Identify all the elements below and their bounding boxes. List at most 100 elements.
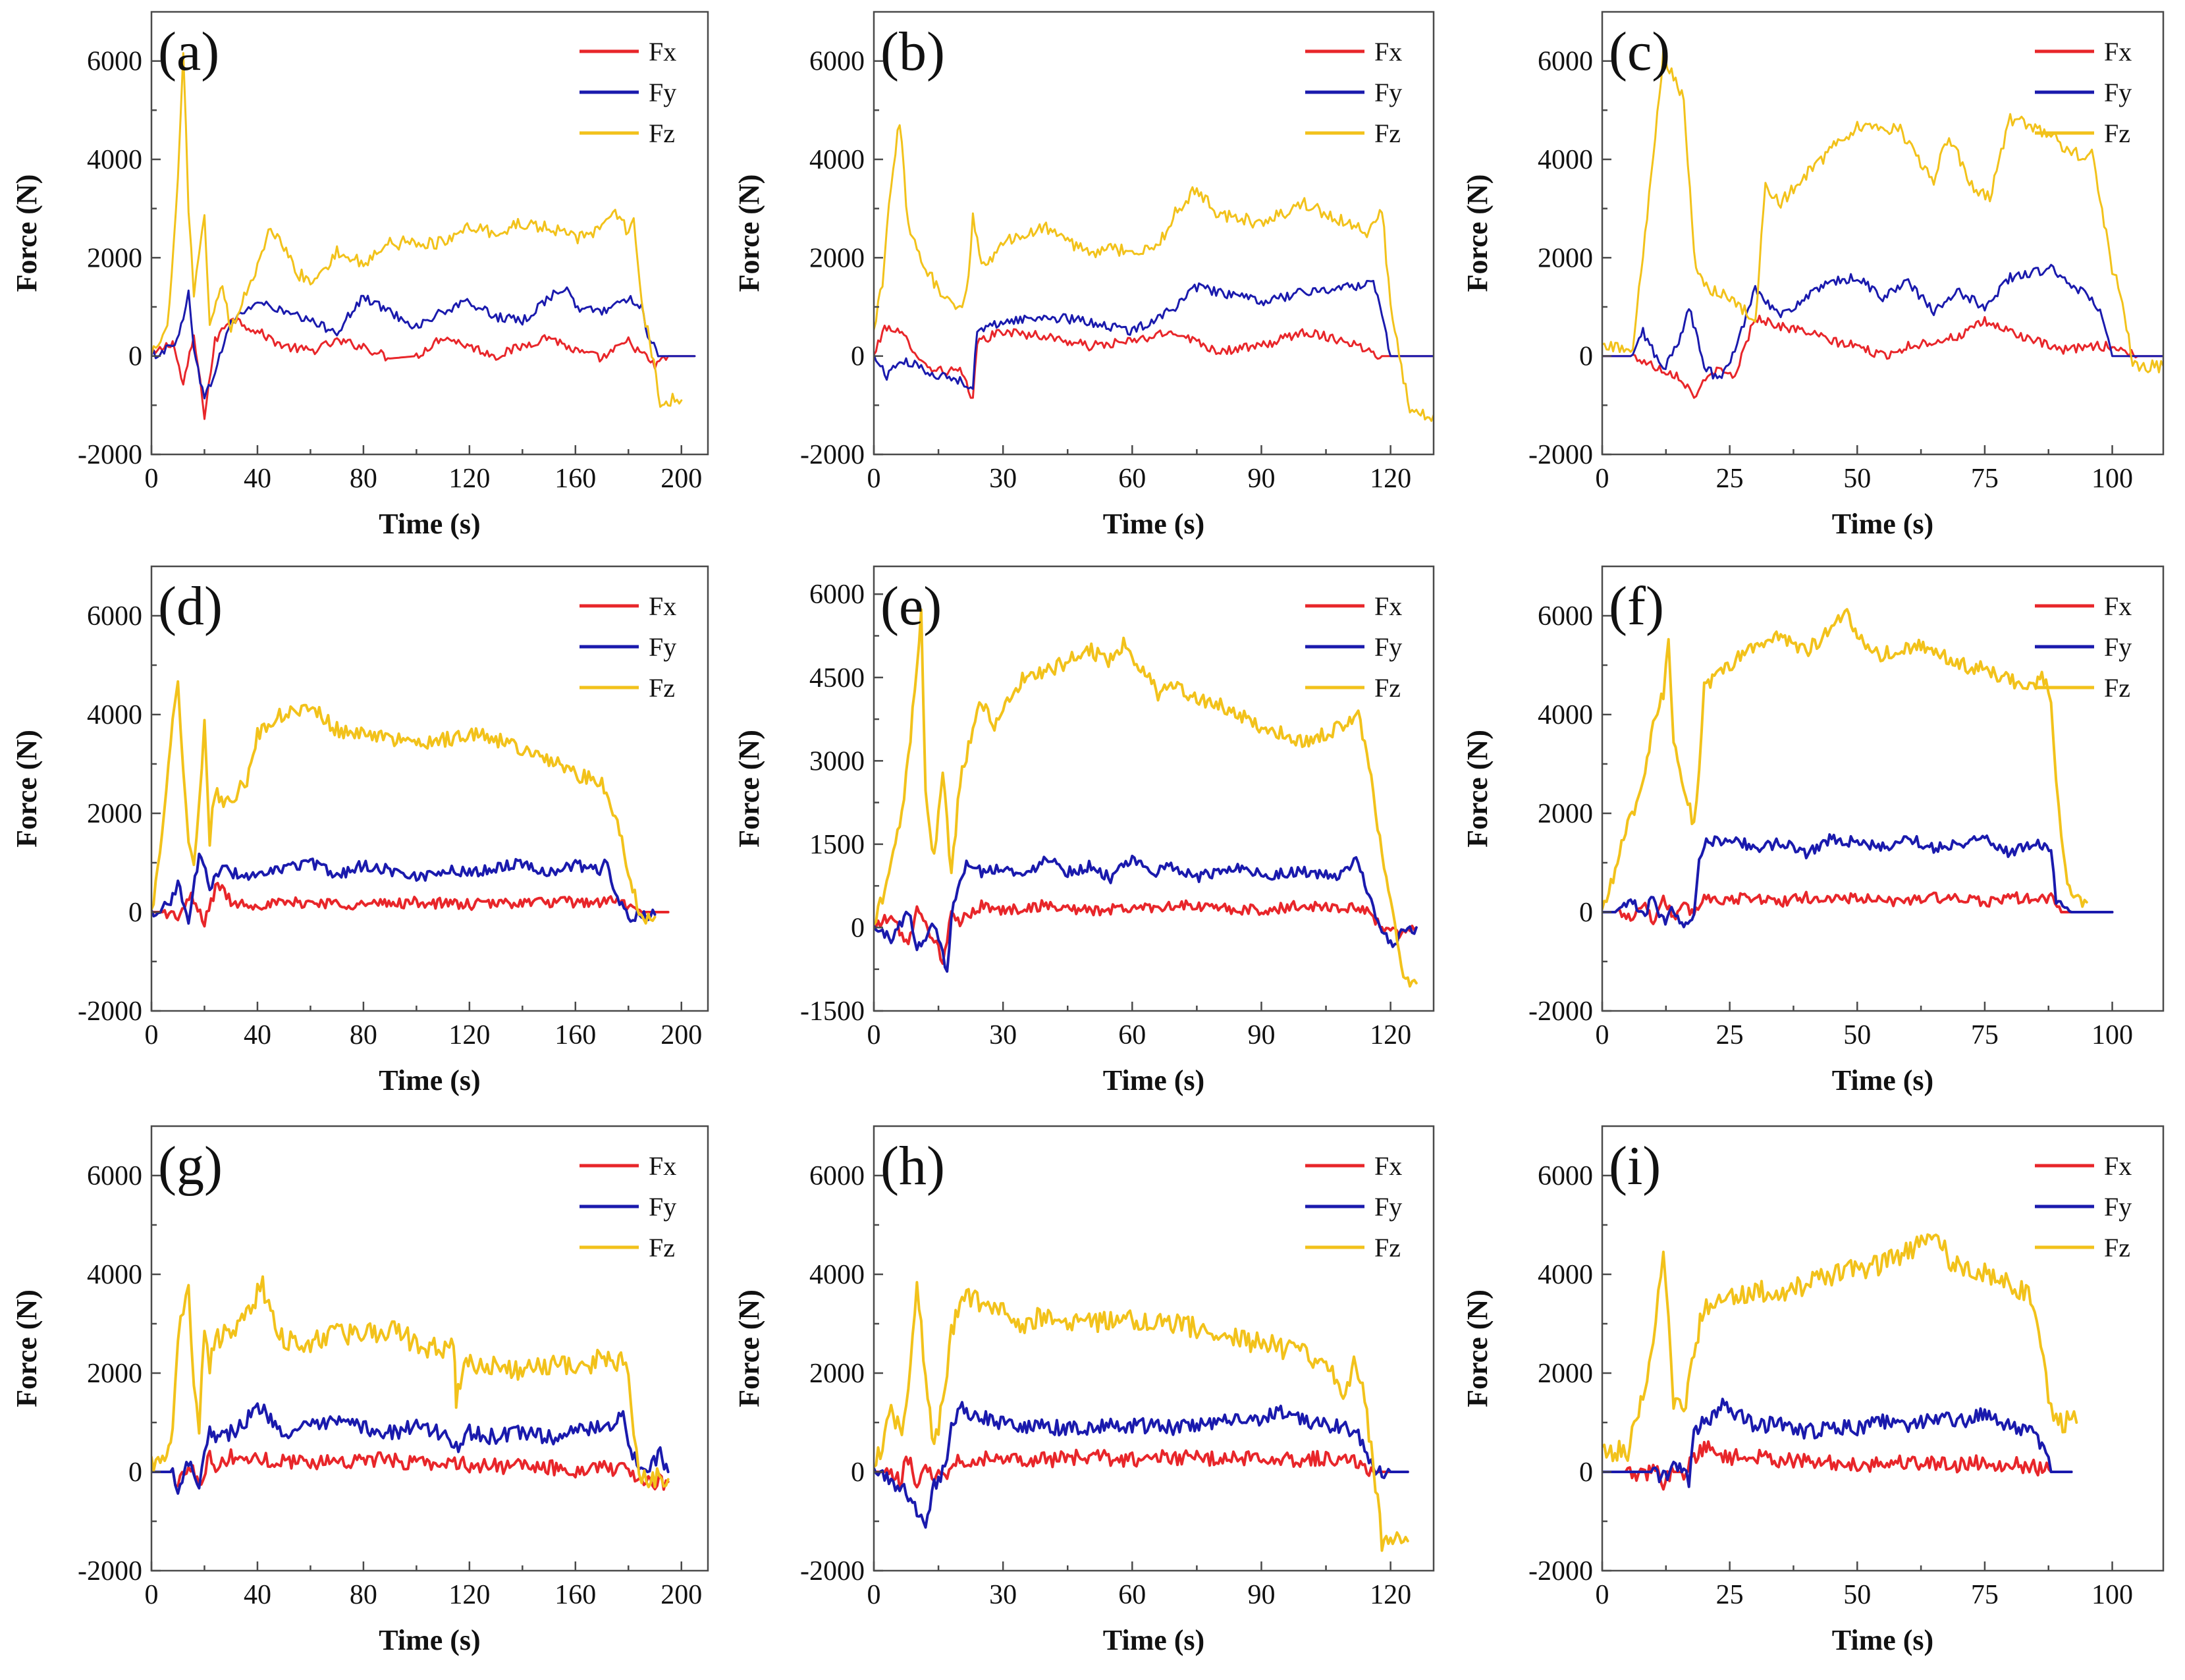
panel-label: (b) — [880, 21, 945, 82]
legend-label-fy: Fy — [1374, 78, 1402, 107]
y-tick-label: 3000 — [809, 746, 865, 776]
x-tick-label: 160 — [554, 1580, 596, 1610]
y-axis-label: Force (N) — [11, 730, 43, 848]
legend-label-fx: Fx — [2104, 1151, 2132, 1181]
y-tick-label: 0 — [851, 342, 865, 372]
panel-label: (e) — [880, 576, 942, 637]
x-tick-label: 80 — [350, 1580, 377, 1610]
y-tick-label: 0 — [851, 913, 865, 943]
x-tick-label: 25 — [1716, 1580, 1744, 1610]
y-tick-label: 4500 — [809, 663, 865, 693]
y-tick-label: 6000 — [1538, 47, 1593, 77]
legend-label-fx: Fx — [2104, 591, 2132, 621]
series-fy-line — [874, 280, 1434, 390]
legend-label-fy: Fy — [649, 78, 676, 107]
x-axis-label: Time (s) — [379, 1624, 480, 1656]
y-tick-label: 2000 — [87, 799, 142, 829]
x-tick-label: 40 — [244, 1020, 271, 1050]
legend-label-fz: Fz — [1374, 1233, 1401, 1262]
x-tick-label: 200 — [661, 464, 702, 494]
y-tick-label: 0 — [1579, 898, 1593, 928]
y-tick-label: 2000 — [87, 243, 142, 273]
x-tick-label: 0 — [145, 464, 159, 494]
legend-label-fy: Fy — [1374, 1192, 1402, 1222]
x-tick-label: 120 — [448, 1020, 490, 1050]
series-fz-line — [874, 608, 1418, 988]
series-fy-line — [1602, 833, 2114, 929]
x-tick-label: 30 — [989, 464, 1017, 494]
y-tick-label: 6000 — [87, 1161, 142, 1191]
series-fx-line — [151, 317, 696, 420]
panel-label: (c) — [1609, 21, 1670, 82]
x-axis-label: Time (s) — [1103, 508, 1204, 540]
x-tick-label: 75 — [1971, 1020, 1999, 1050]
series-fz-line — [874, 1281, 1409, 1552]
y-tick-label: 4000 — [1538, 145, 1593, 175]
series-fx-line — [1602, 890, 2114, 925]
x-tick-label: 0 — [867, 1020, 881, 1050]
legend-label-fx: Fx — [649, 37, 676, 67]
legend-label-fy: Fy — [2104, 78, 2132, 107]
y-axis-label: Force (N) — [733, 730, 765, 848]
x-tick-label: 75 — [1971, 1580, 1999, 1610]
legend-label-fz: Fz — [2104, 119, 2130, 148]
y-tick-label: -2000 — [78, 996, 142, 1027]
y-axis-label: Force (N) — [11, 1289, 43, 1407]
series-fy-line — [874, 854, 1418, 973]
x-tick-label: 0 — [145, 1020, 159, 1050]
legend-label-fx: Fx — [2104, 37, 2132, 67]
x-tick-label: 75 — [1971, 464, 1999, 494]
x-tick-label: 120 — [448, 1580, 490, 1610]
legend-label-fz: Fz — [649, 119, 675, 148]
y-tick-label: 6000 — [809, 1161, 865, 1191]
plot-area — [151, 1275, 670, 1495]
plot-area — [151, 680, 670, 928]
x-tick-label: 50 — [1843, 1580, 1871, 1610]
series-fz-line — [1602, 1233, 2078, 1463]
axis-frame — [873, 11, 1435, 456]
series-fx-line — [1602, 314, 2163, 399]
x-tick-label: 40 — [244, 464, 271, 494]
plot-area — [874, 1281, 1409, 1552]
x-tick-label: 120 — [1370, 1580, 1411, 1610]
series-fx-line — [874, 324, 1434, 399]
y-tick-label: 4000 — [809, 145, 865, 175]
axis-frame — [150, 1125, 709, 1572]
x-tick-label: 90 — [1247, 1020, 1275, 1050]
x-tick-label: 160 — [554, 1020, 596, 1050]
series-fx-line — [151, 1448, 670, 1491]
series-fy-line — [1602, 1397, 2073, 1488]
axis-frame — [1601, 565, 2165, 1012]
y-tick-label: -2000 — [800, 1556, 865, 1586]
panel-label: (h) — [880, 1135, 945, 1197]
series-fz-line — [151, 1275, 670, 1488]
legend-label-fy: Fy — [649, 632, 676, 662]
y-tick-label: 2000 — [1538, 243, 1593, 273]
x-tick-label: 50 — [1843, 464, 1871, 494]
panel-label: (a) — [158, 21, 219, 82]
y-tick-label: 4000 — [1538, 700, 1593, 730]
series-fy-line — [1602, 263, 2163, 380]
plot-area — [1602, 608, 2114, 929]
x-tick-label: 80 — [350, 1020, 377, 1050]
y-tick-label: 0 — [1579, 1457, 1593, 1488]
x-tick-label: 30 — [989, 1020, 1017, 1050]
y-tick-label: 0 — [128, 1457, 142, 1488]
axis-frame — [873, 565, 1435, 1012]
plot-area — [1602, 1233, 2078, 1491]
y-tick-label: 4000 — [87, 1260, 142, 1290]
legend-label-fx: Fx — [1374, 1151, 1402, 1181]
panel-label: (d) — [158, 576, 223, 637]
x-tick-label: 120 — [1370, 1020, 1411, 1050]
series-fy-line — [151, 286, 696, 400]
plot-area — [1602, 47, 2163, 399]
y-tick-label: 6000 — [809, 47, 865, 77]
plot-area — [874, 124, 1434, 422]
x-tick-label: 160 — [554, 464, 596, 494]
x-axis-label: Time (s) — [1832, 1624, 1933, 1656]
y-tick-label: 0 — [128, 898, 142, 928]
y-tick-label: 6000 — [87, 601, 142, 632]
